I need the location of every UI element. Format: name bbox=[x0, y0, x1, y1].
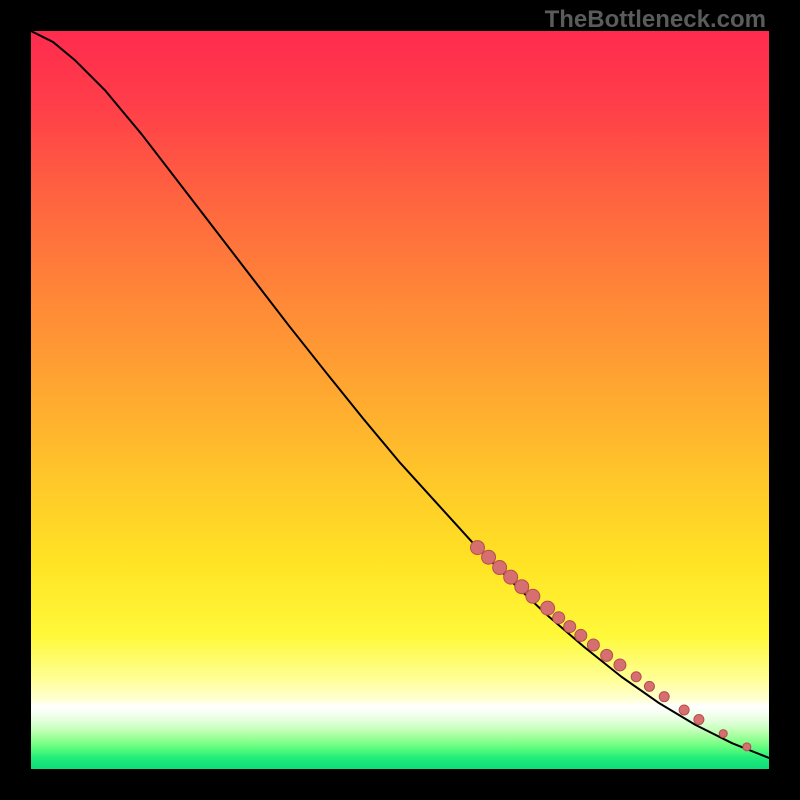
data-marker bbox=[719, 730, 727, 738]
watermark-text: TheBottleneck.com bbox=[545, 6, 766, 34]
data-marker bbox=[679, 705, 689, 715]
data-marker bbox=[482, 550, 496, 564]
data-marker bbox=[743, 743, 751, 751]
data-marker bbox=[631, 672, 641, 682]
data-marker bbox=[553, 612, 565, 624]
plot-area bbox=[31, 31, 769, 769]
data-marker bbox=[470, 541, 484, 555]
chart-svg bbox=[31, 31, 769, 769]
data-marker bbox=[575, 629, 587, 641]
data-marker bbox=[526, 589, 540, 603]
data-marker bbox=[614, 659, 626, 671]
data-marker bbox=[644, 681, 654, 691]
data-marker bbox=[493, 561, 507, 575]
data-marker bbox=[504, 570, 518, 584]
marker-layer bbox=[470, 541, 750, 751]
data-marker bbox=[587, 639, 599, 651]
chart-stage: TheBottleneck.com bbox=[0, 0, 800, 800]
data-marker bbox=[541, 601, 555, 615]
data-marker bbox=[694, 715, 704, 725]
data-marker bbox=[515, 580, 529, 594]
data-marker bbox=[601, 649, 613, 661]
data-marker bbox=[564, 621, 576, 633]
data-marker bbox=[659, 692, 669, 702]
curve-line bbox=[31, 31, 769, 758]
